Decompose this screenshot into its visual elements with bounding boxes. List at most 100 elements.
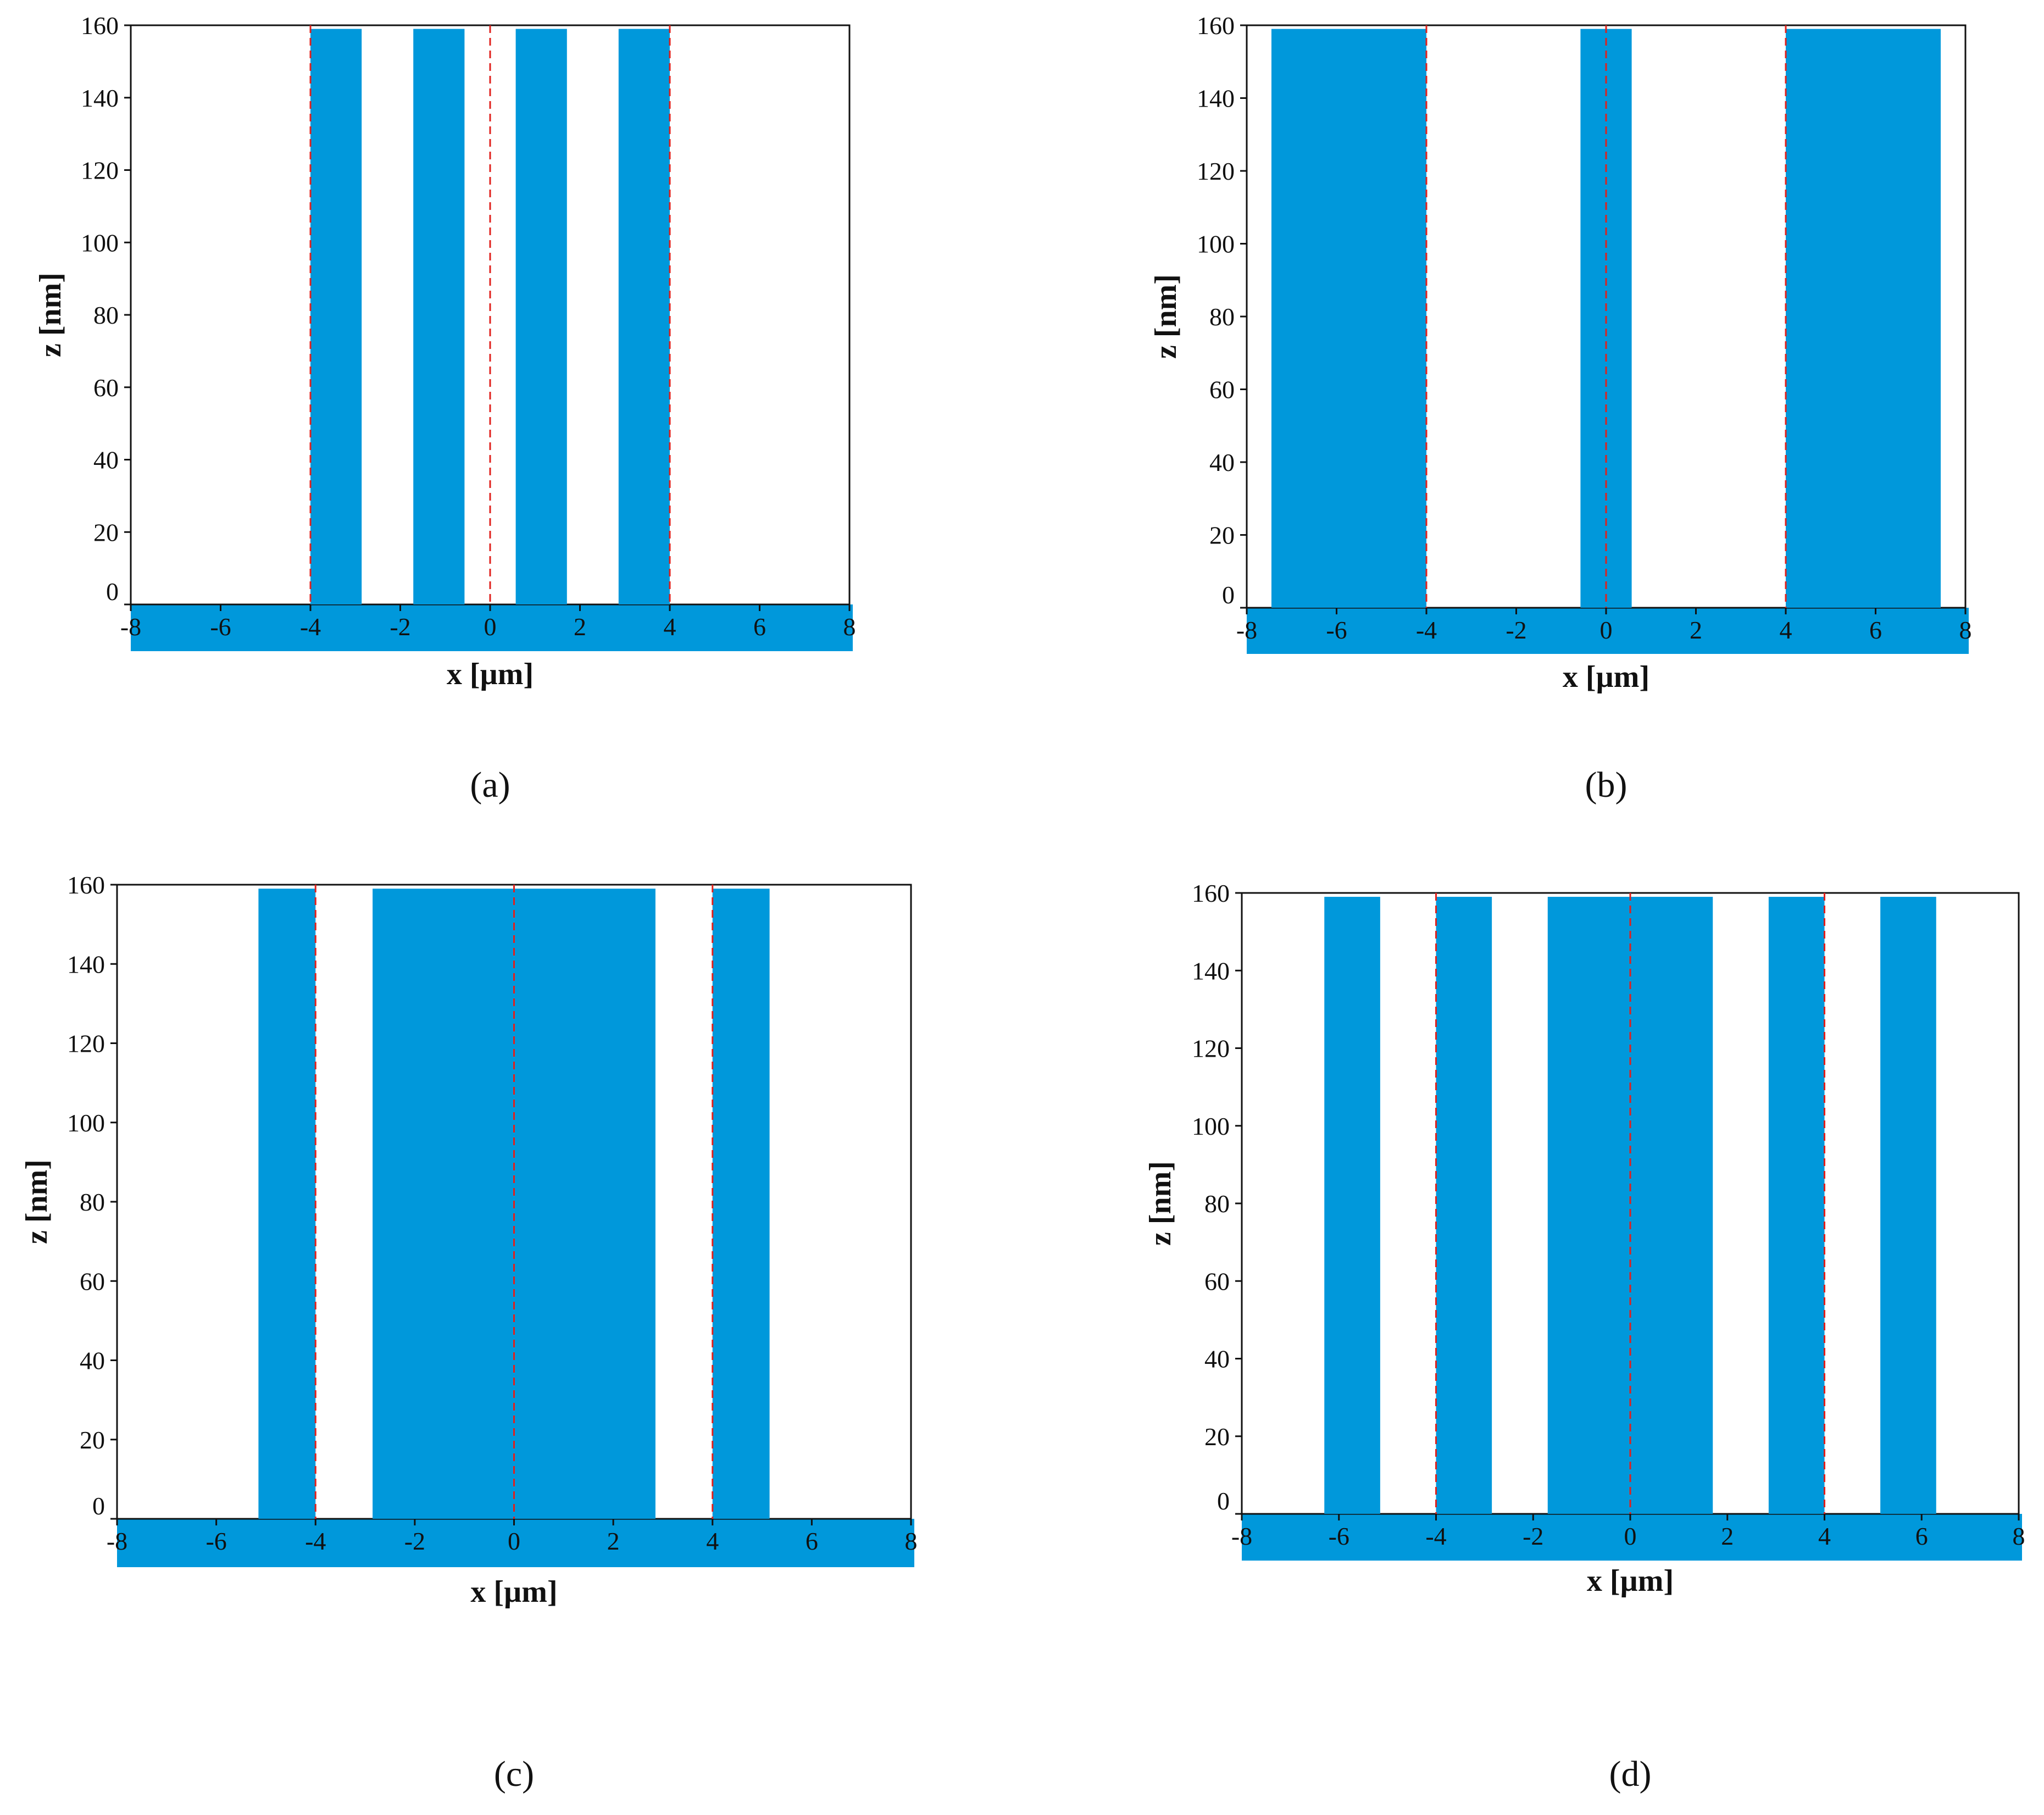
y-tick-label: 40: [80, 1347, 105, 1375]
x-tick-label: 6: [1869, 616, 1882, 644]
panel-label: (b): [1585, 765, 1628, 805]
y-tick-label: 100: [1192, 1112, 1230, 1140]
x-axis-label: x [µm]: [1563, 660, 1649, 694]
y-tick-label: 80: [1209, 303, 1235, 331]
y-tick-label: 0: [1217, 1487, 1230, 1515]
x-tick-label: -8: [120, 613, 141, 641]
x-tick-label: 4: [664, 613, 676, 641]
y-tick-label: 100: [1197, 230, 1235, 258]
panel-label: (a): [470, 765, 510, 805]
y-tick-label: 160: [1192, 879, 1230, 907]
x-tick-label: 0: [1600, 616, 1613, 644]
x-tick-label: 2: [574, 613, 586, 641]
substrate-band: [1247, 608, 1969, 654]
profile-bar: [1786, 29, 1941, 608]
x-tick-label: -8: [1231, 1522, 1252, 1550]
y-tick-label: 0: [1222, 581, 1235, 609]
profile-bar: [1324, 897, 1380, 1514]
profile-bar: [618, 29, 670, 604]
profile-bar: [1436, 897, 1492, 1514]
substrate-band: [131, 604, 853, 651]
x-tick-label: 8: [905, 1527, 918, 1555]
x-tick-label: -2: [390, 613, 410, 641]
y-tick-label: 120: [1197, 157, 1235, 185]
profile-bar: [1547, 897, 1713, 1514]
x-tick-label: 2: [607, 1527, 620, 1555]
x-tick-label: -4: [300, 613, 321, 641]
x-tick-label: -2: [404, 1527, 425, 1555]
y-tick-label: 160: [1197, 12, 1235, 40]
x-tick-label: 6: [1915, 1522, 1928, 1550]
y-axis-label: z [nm]: [20, 1159, 54, 1244]
profile-bar: [515, 29, 567, 604]
profile-bar: [1880, 897, 1936, 1514]
x-tick-label: 2: [1721, 1522, 1734, 1550]
chart-panel-1: 0 20 40 60 80 100 120 140 160 -8 -6 -4 -2 0 2 4 6 8 x [µm]…: [34, 12, 856, 805]
y-tick-label: 20: [1204, 1423, 1230, 1451]
y-tick-label: 160: [67, 871, 105, 899]
panel-label: (c): [494, 1754, 534, 1794]
chart-panel-4: 0 20 40 60 80 100 120 140 160 -8 -6 -4 -2 0 2 4 6 8 x [µm]…: [1143, 879, 2025, 1794]
x-tick-label: 6: [806, 1527, 818, 1555]
y-axis-label: z [nm]: [34, 273, 68, 357]
x-tick-label: 0: [508, 1527, 520, 1555]
y-tick-label: 80: [93, 301, 119, 329]
y-tick-label: 140: [67, 950, 105, 978]
y-tick-label: 0: [106, 578, 119, 606]
y-tick-label: 20: [1209, 521, 1235, 550]
x-tick-label: -2: [1523, 1522, 1543, 1550]
profile-bar: [1271, 29, 1426, 608]
x-tick-label: -8: [1236, 616, 1257, 644]
y-tick-label: 100: [67, 1109, 105, 1137]
y-axis-label: z [nm]: [1143, 1161, 1177, 1246]
x-tick-label: -6: [1326, 616, 1347, 644]
x-tick-label: 8: [1959, 616, 1972, 644]
x-tick-label: -2: [1506, 616, 1526, 644]
x-tick-label: -4: [1425, 1522, 1446, 1550]
y-tick-label: 140: [1197, 85, 1235, 113]
profile-bar: [1768, 897, 1825, 1514]
y-tick-label: 20: [80, 1426, 105, 1454]
x-tick-label: -8: [107, 1527, 127, 1555]
x-tick-label: 0: [484, 613, 497, 641]
chart-panel-3: 0 20 40 60 80 100 120 140 160 -8 -6 -4 -2 0 2 4 6 8 x [µm]…: [20, 871, 918, 1794]
x-axis-label: x [µm]: [447, 657, 534, 691]
y-tick-label: 60: [80, 1267, 105, 1295]
x-axis-label: x [µm]: [1587, 1564, 1674, 1598]
x-tick-label: -4: [1416, 616, 1437, 644]
x-tick-label: 4: [1818, 1522, 1831, 1550]
x-tick-label: -4: [305, 1527, 326, 1555]
x-tick-label: 0: [1624, 1522, 1637, 1550]
x-axis-label: x [µm]: [470, 1575, 557, 1609]
y-tick-label: 60: [1204, 1267, 1230, 1295]
x-tick-label: 8: [843, 613, 856, 641]
substrate-band: [117, 1519, 914, 1567]
profile-bar: [413, 29, 465, 604]
x-tick-label: -6: [210, 613, 231, 641]
x-tick-label: 4: [706, 1527, 719, 1555]
y-tick-label: 160: [81, 12, 119, 40]
y-tick-label: 80: [80, 1188, 105, 1216]
y-tick-label: 60: [93, 374, 119, 402]
y-tick-label: 40: [93, 446, 119, 474]
y-tick-label: 120: [1192, 1035, 1230, 1063]
profile-bar: [712, 889, 770, 1519]
y-tick-label: 100: [81, 229, 119, 257]
x-tick-label: 4: [1780, 616, 1792, 644]
x-tick-label: 2: [1690, 616, 1702, 644]
y-tick-label: 140: [81, 84, 119, 112]
plot-frame: [130, 24, 851, 606]
y-tick-label: 60: [1209, 376, 1235, 404]
y-tick-label: 120: [67, 1030, 105, 1058]
x-tick-label: -6: [1329, 1522, 1349, 1550]
panel-label: (d): [1609, 1754, 1652, 1794]
substrate-band: [1242, 1514, 2022, 1561]
y-tick-label: 40: [1204, 1345, 1230, 1373]
y-tick-label: 40: [1209, 448, 1235, 476]
y-tick-label: 20: [93, 518, 119, 546]
y-tick-label: 80: [1204, 1190, 1230, 1218]
x-tick-label: 6: [753, 613, 766, 641]
y-axis-label: z [nm]: [1149, 274, 1183, 359]
profile-bar: [310, 29, 362, 604]
